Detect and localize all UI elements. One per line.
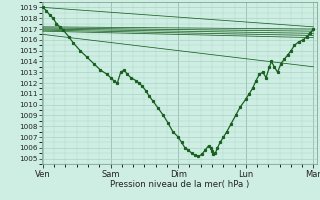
X-axis label: Pression niveau de la mer( hPa ): Pression niveau de la mer( hPa ) [109, 180, 249, 189]
